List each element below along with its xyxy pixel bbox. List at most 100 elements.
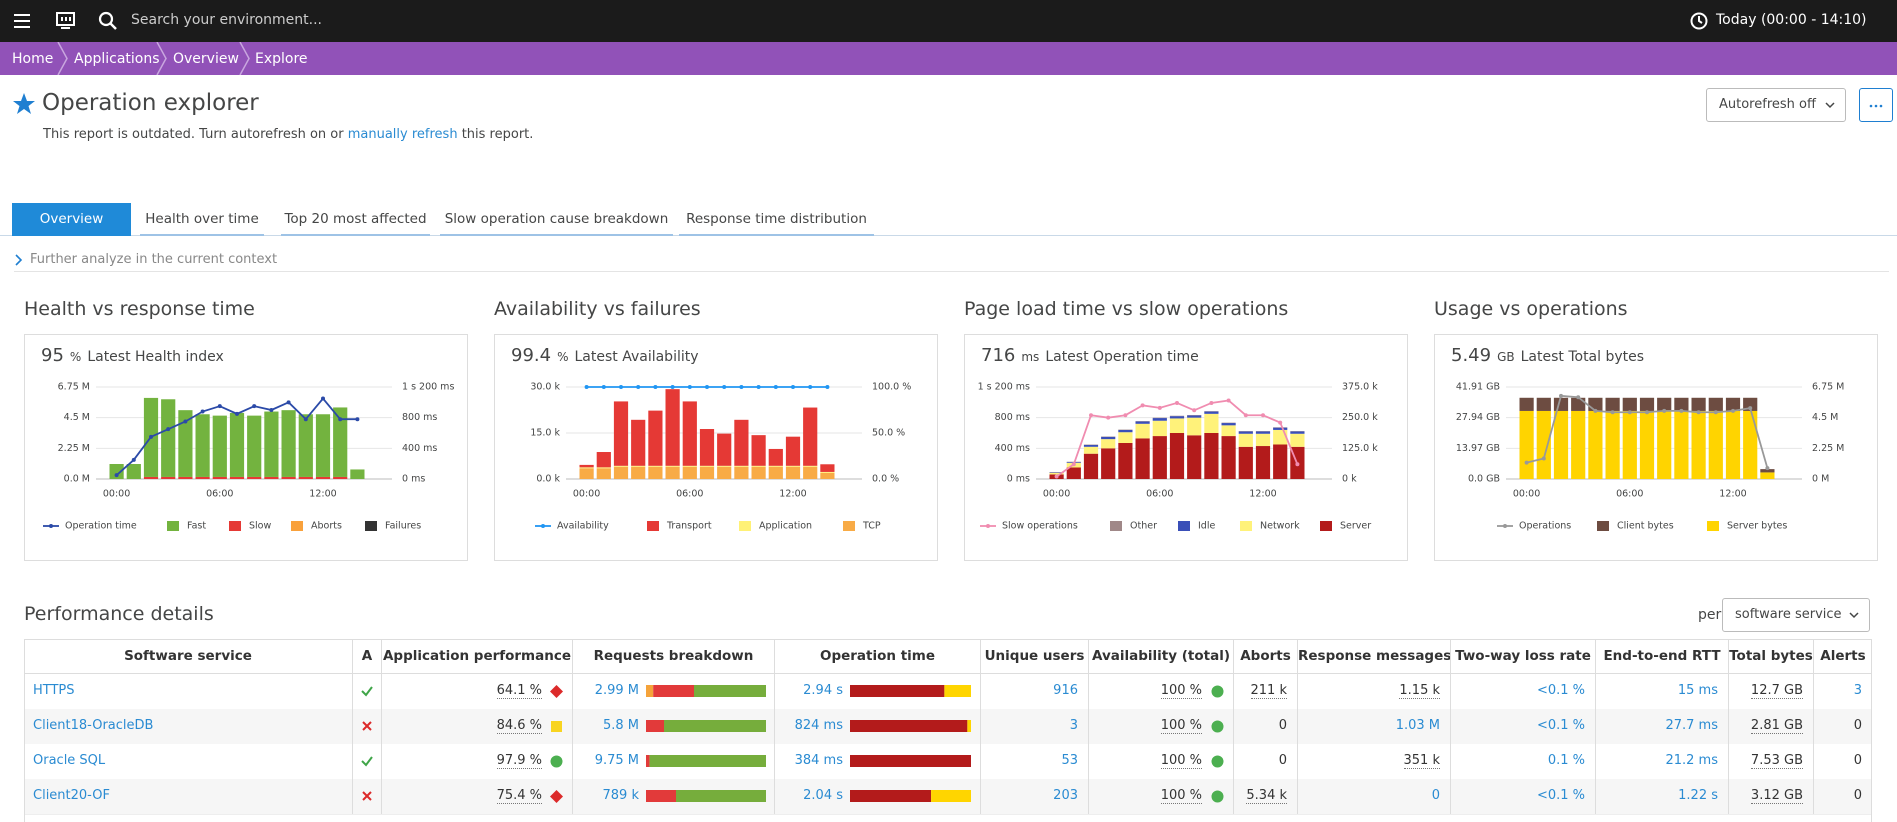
search-icon[interactable] xyxy=(98,11,118,31)
cell-users[interactable]: 916 xyxy=(1053,683,1078,698)
bar xyxy=(1255,433,1271,447)
y-tick-label: 0.0 GB xyxy=(1468,474,1500,485)
cell-op-time[interactable]: 2.94 s xyxy=(803,683,843,698)
cell-loss[interactable]: <0.1 % xyxy=(1536,788,1585,803)
x-tick-label: 12:00 xyxy=(309,489,336,500)
bar xyxy=(613,401,629,466)
timeframe[interactable]: Today (00:00 - 14:10) xyxy=(1716,12,1867,28)
search-input[interactable]: Search your environment... xyxy=(131,12,322,28)
cell-border xyxy=(381,779,382,814)
ok-dot xyxy=(1211,755,1224,768)
breadcrumb[interactable]: Home xyxy=(12,51,54,67)
cell-rtt[interactable]: 27.7 ms xyxy=(1665,718,1718,733)
bar xyxy=(1639,410,1655,479)
legend-swatch xyxy=(1240,521,1252,531)
y2-tick-label: 2.25 M xyxy=(1812,443,1844,454)
cell-alerts[interactable]: 3 xyxy=(1853,683,1862,698)
cell-requests[interactable]: 789 k xyxy=(602,788,639,803)
monitor-icon[interactable] xyxy=(56,12,76,30)
cell-loss[interactable]: <0.1 % xyxy=(1536,683,1585,698)
star-icon[interactable] xyxy=(12,92,36,116)
ok-dot xyxy=(1211,685,1224,698)
cell-requests[interactable]: 5.8 M xyxy=(602,718,639,733)
cell-alerts: 0 xyxy=(1853,753,1862,768)
line-marker xyxy=(756,385,761,389)
line-marker xyxy=(252,404,257,409)
bar xyxy=(161,399,176,477)
bar xyxy=(1221,425,1236,437)
cell-requests[interactable]: 9.75 M xyxy=(594,753,639,768)
cell-availability: 100 % xyxy=(1160,788,1202,804)
bar xyxy=(1083,453,1099,479)
bar xyxy=(315,476,331,479)
cell-response-messages[interactable]: 0 xyxy=(1431,788,1440,803)
bar xyxy=(1708,397,1723,411)
cell-requests[interactable]: 2.99 M xyxy=(594,683,639,698)
cell-users[interactable]: 203 xyxy=(1053,788,1078,803)
tab[interactable]: Overview xyxy=(12,203,131,236)
tab[interactable]: Slow operation cause breakdown xyxy=(440,203,673,236)
cross-icon xyxy=(361,791,372,801)
cell-rtt[interactable]: 15 ms xyxy=(1677,683,1718,698)
perf-icon xyxy=(550,685,563,698)
bar xyxy=(1657,410,1672,479)
menu-icon[interactable] xyxy=(14,12,32,30)
breadcrumb[interactable]: Overview xyxy=(173,51,239,67)
column-header: Operation time xyxy=(774,639,980,674)
breakdown-segment xyxy=(850,685,945,697)
cell-response-messages: 351 k xyxy=(1403,753,1440,769)
cell-op-time[interactable]: 2.04 s xyxy=(803,788,843,803)
bar xyxy=(803,465,818,467)
cell-aborts: 5.34 k xyxy=(1246,788,1287,804)
cell-service[interactable]: Oracle SQL xyxy=(33,753,106,768)
cell-service[interactable]: Client18-OracleDB xyxy=(33,718,154,733)
bar xyxy=(1101,439,1116,449)
cell-border xyxy=(1595,779,1596,814)
cell-border xyxy=(1297,674,1298,709)
breadcrumb[interactable]: Explore xyxy=(255,51,308,67)
bar xyxy=(631,465,646,467)
breakdown-segment xyxy=(967,720,971,732)
further-analyze[interactable]: Further analyze in the current context xyxy=(30,252,278,267)
more-button[interactable] xyxy=(1859,88,1893,122)
bar xyxy=(1238,446,1253,479)
bar xyxy=(1725,410,1741,479)
diamond-icon xyxy=(550,790,563,803)
cell-rtt[interactable]: 21.2 ms xyxy=(1665,753,1718,768)
refresh-link[interactable]: manually refresh xyxy=(347,127,458,142)
bar xyxy=(717,466,732,479)
bar xyxy=(768,466,783,479)
cell-op-time[interactable]: 824 ms xyxy=(794,718,843,733)
tab[interactable]: Health over time xyxy=(140,203,264,236)
tab[interactable]: Response time distribution xyxy=(679,203,874,236)
bar xyxy=(1743,397,1758,411)
cell-border xyxy=(381,674,382,709)
cell-users[interactable]: 53 xyxy=(1061,753,1078,768)
cell-response-messages[interactable]: 1.03 M xyxy=(1395,718,1440,733)
cell-border xyxy=(352,779,353,814)
per-dropdown[interactable]: software service xyxy=(1722,598,1870,632)
cell-op-time[interactable]: 384 ms xyxy=(794,753,843,768)
legend-swatch xyxy=(739,521,751,531)
bar xyxy=(1571,410,1586,479)
legend-label: Failures xyxy=(385,521,421,532)
cell-service[interactable]: Client20-OF xyxy=(33,788,110,803)
cell-alerts: 0 xyxy=(1853,718,1862,733)
breadcrumb[interactable]: Applications xyxy=(74,51,160,67)
cell-users[interactable]: 3 xyxy=(1069,718,1078,733)
cell-service[interactable]: HTTPS xyxy=(33,683,75,698)
tab[interactable]: Top 20 most affected xyxy=(281,203,430,236)
expand-icon[interactable] xyxy=(14,254,24,266)
kpi-label: Latest Health index xyxy=(87,349,224,365)
panel xyxy=(964,334,1408,561)
column-header: Response messages xyxy=(1297,639,1451,674)
separator xyxy=(239,42,250,75)
bar xyxy=(1255,446,1271,479)
cell-loss[interactable]: 0.1 % xyxy=(1547,753,1585,768)
bar xyxy=(1101,436,1116,440)
cell-rtt[interactable]: 1.22 s xyxy=(1678,788,1718,803)
autorefresh-button[interactable]: Autorefresh off xyxy=(1706,88,1846,122)
cell-loss[interactable]: <0.1 % xyxy=(1536,718,1585,733)
legend-label: Other xyxy=(1130,521,1157,532)
